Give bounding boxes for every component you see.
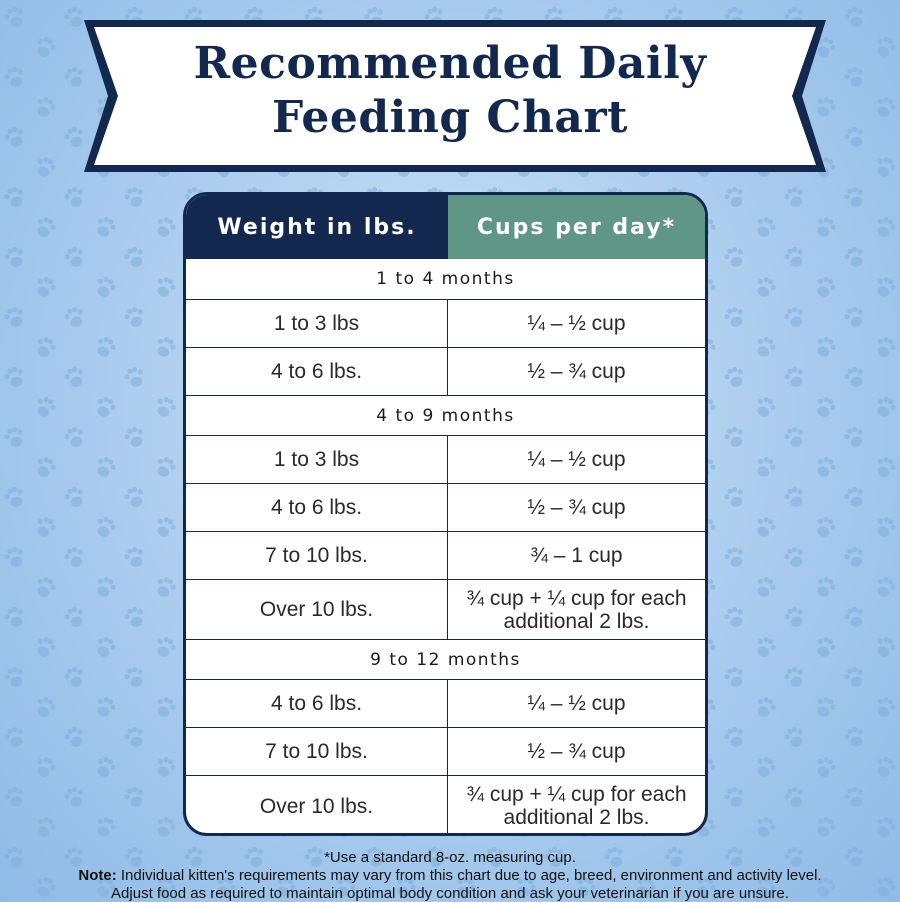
page-title-line-2: Feeding Chart [272, 92, 628, 143]
header-cups: Cups per day* [448, 195, 705, 259]
cups-cell: ½ – ¾ cup [527, 496, 626, 519]
table-row: 7 to 10 lbs. ¾ – 1 cup [186, 531, 705, 579]
weight-cell: 7 to 10 lbs. [186, 532, 448, 579]
cups-cell: ½ – ¾ cup [527, 360, 626, 383]
table-row: 4 to 6 lbs. ½ – ¾ cup [186, 347, 705, 395]
section-label: 9 to 12 months [370, 649, 521, 670]
table-row: Over 10 lbs. ¾ cup + ¼ cup for each addi… [186, 579, 705, 639]
weight-cell: 7 to 10 lbs. [186, 728, 448, 775]
table-row: 4 to 6 lbs. ½ – ¾ cup [186, 483, 705, 531]
weight-cell: 4 to 6 lbs. [186, 348, 448, 395]
cups-cell: ¼ – ½ cup [527, 448, 626, 471]
cups-cell: ½ – ¾ cup [527, 740, 626, 763]
weight-cell: 4 to 6 lbs. [186, 680, 448, 727]
section-label: 4 to 9 months [376, 405, 515, 426]
footnote-note: Note: Individual kitten's requirements m… [0, 867, 900, 884]
header-weight: Weight in lbs. [186, 195, 448, 259]
feeding-table: Weight in lbs. Cups per day* 1 to 4 mont… [183, 192, 708, 836]
table-row: 1 to 3 lbs ¼ – ½ cup [186, 299, 705, 347]
note-text: Individual kitten's requirements may var… [116, 867, 822, 884]
cups-cell: ¾ – 1 cup [530, 544, 623, 567]
table-row: 4 to 6 lbs. ¼ – ½ cup [186, 679, 705, 727]
table-row: 7 to 10 lbs. ½ – ¾ cup [186, 727, 705, 775]
weight-cell: 1 to 3 lbs [186, 300, 448, 347]
footnote-note-line-2: Adjust food as required to maintain opti… [111, 885, 789, 902]
table-row: 1 to 3 lbs ¼ – ½ cup [186, 435, 705, 483]
footnote-measure: *Use a standard 8-oz. measuring cup. [324, 849, 576, 866]
title-banner [84, 20, 826, 172]
table-row: Over 10 lbs. ¾ cup + ¼ cup for each addi… [186, 775, 705, 833]
weight-cell: 1 to 3 lbs [186, 436, 448, 483]
section-1-to-4-months: 1 to 4 months [186, 259, 705, 299]
cups-cell: ¾ cup + ¼ cup for each additional 2 lbs. [466, 783, 687, 829]
section-label: 1 to 4 months [376, 269, 515, 289]
section-4-to-9-months: 4 to 9 months [186, 395, 705, 435]
weight-cell: Over 10 lbs. [186, 776, 448, 833]
weight-cell: Over 10 lbs. [186, 580, 448, 639]
cups-cell: ¼ – ½ cup [527, 692, 626, 715]
note-label: Note: [78, 867, 117, 884]
page-title-line-1: Recommended Daily [193, 38, 707, 89]
cups-cell: ¾ cup + ¼ cup for each additional 2 lbs. [466, 586, 687, 633]
section-9-to-12-months: 9 to 12 months [186, 639, 705, 679]
cups-cell: ¼ – ½ cup [527, 312, 626, 335]
weight-cell: 4 to 6 lbs. [186, 484, 448, 531]
